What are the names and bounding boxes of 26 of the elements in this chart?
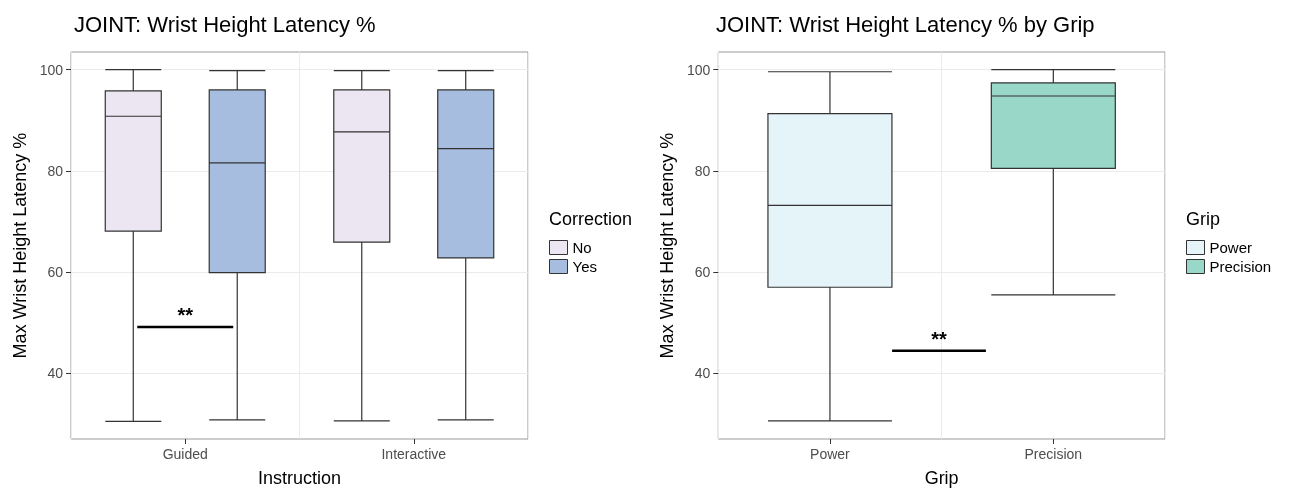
y-tick-label: 60 bbox=[47, 264, 64, 281]
x-tick-label: Precision bbox=[1024, 446, 1083, 462]
x-tick-label: Interactive bbox=[381, 446, 447, 462]
chart-title: JOINT: Wrist Height Latency % bbox=[74, 11, 376, 37]
y-tick-label: 100 bbox=[39, 61, 64, 78]
y-tick-label: 80 bbox=[694, 162, 711, 179]
y-tick-label: 60 bbox=[694, 264, 711, 281]
legend-label: Power bbox=[1209, 239, 1253, 256]
legend-label: No bbox=[572, 239, 592, 256]
x-axis-title: Grip bbox=[924, 468, 959, 488]
y-tick-label: 40 bbox=[694, 365, 711, 382]
x-tick-label: Guided bbox=[162, 446, 208, 462]
chart-title: JOINT: Wrist Height Latency % by Grip bbox=[716, 11, 1095, 37]
legend-title: Correction bbox=[549, 209, 633, 229]
y-tick-label: 80 bbox=[47, 162, 64, 179]
legend-label: Precision bbox=[1209, 258, 1272, 275]
annotation: ** bbox=[177, 304, 194, 327]
y-tick-label: 100 bbox=[686, 61, 711, 78]
legend-label: Yes bbox=[572, 258, 597, 275]
y-axis-title: Max Wrist Height Latency % bbox=[9, 132, 30, 359]
y-axis-title: Max Wrist Height Latency % bbox=[657, 132, 677, 359]
legend-title: Grip bbox=[1186, 209, 1221, 229]
x-axis-title: Instruction bbox=[257, 468, 342, 488]
y-tick-label: 40 bbox=[47, 365, 64, 382]
x-tick-label: Power bbox=[810, 446, 851, 462]
annotation: ** bbox=[931, 327, 947, 350]
